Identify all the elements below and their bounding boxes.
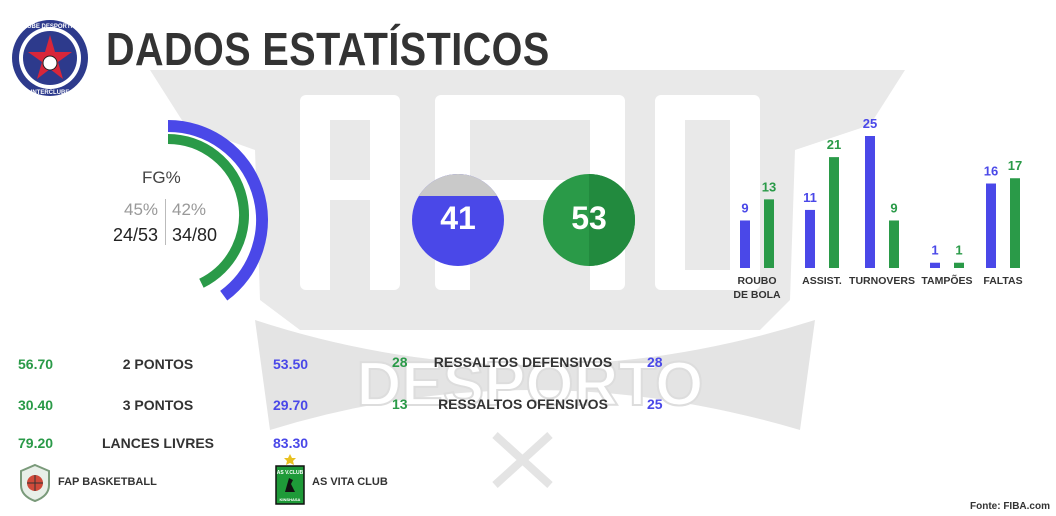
- fg-team-b-pct: 42%: [172, 200, 207, 219]
- team-a-name: FAP BASKETBALL: [58, 476, 157, 488]
- shooting-team-b-value: 53.50: [273, 356, 309, 372]
- team-a-circle-value: 53: [571, 200, 607, 236]
- shooting-team-a-value: 79.20: [18, 435, 54, 451]
- rebound-team-b-value: 28: [647, 354, 663, 370]
- fg-team-b-made: 34/80: [172, 225, 218, 245]
- category-label: ASSIST.: [802, 275, 842, 287]
- svg-text:DESPORTO: DESPORTO: [357, 350, 704, 419]
- shooting-row-label: 2 PONTOS: [122, 356, 194, 372]
- shooting-row-label: 3 PONTOS: [122, 397, 194, 413]
- vita-logo-text-bottom: KINSHASA: [280, 497, 301, 502]
- fg-team-a-made: 24/53: [112, 225, 158, 245]
- category-label: ROUBO: [737, 275, 776, 287]
- bar: [740, 220, 750, 268]
- rebound-row-label: RESSALTOS DEFENSIVOS: [433, 354, 613, 370]
- bar: [986, 183, 996, 268]
- fg-label: FG%: [142, 168, 181, 187]
- bar-value-label: 21: [827, 137, 841, 152]
- bar-value-label: 1: [955, 243, 962, 258]
- bar: [930, 262, 940, 268]
- rebound-team-a-value: 28: [392, 354, 408, 370]
- club-logo-text-top: CLUBE DESPORTIVO: [19, 24, 81, 30]
- bar-value-label: 9: [741, 200, 748, 215]
- fg-divider: [165, 199, 166, 245]
- bar: [865, 136, 875, 268]
- bar-value-label: 17: [1008, 158, 1022, 173]
- shooting-team-b-value: 29.70: [273, 397, 309, 413]
- bar-value-label: 1: [931, 243, 938, 258]
- fg-team-a-pct: 45%: [124, 200, 159, 219]
- shooting-team-a-value: 30.40: [18, 397, 54, 413]
- bar-chart: 9 13 ROUBO DE BOLA 11 21 ASSIST. 25 9 TURNOVERS 1 1…: [720, 110, 1050, 310]
- category-label: TAMPÕES: [921, 274, 972, 287]
- team-a-circle: 53: [543, 174, 635, 266]
- fg-arc-team-b: [167, 120, 268, 301]
- bar: [829, 157, 839, 268]
- bar: [889, 220, 899, 268]
- fg-arc-team-a: [167, 134, 249, 288]
- rebound-team-b-value: 25: [647, 396, 663, 412]
- bar: [764, 199, 774, 268]
- bar: [1010, 178, 1020, 268]
- as-vita-club-logo-icon: AS V.CLUB KINSHASA: [275, 454, 305, 505]
- shooting-team-b-value: 83.30: [273, 435, 309, 451]
- rebound-team-a-value: 13: [392, 396, 408, 412]
- bar: [954, 262, 964, 268]
- bar-value-label: 25: [863, 116, 877, 131]
- club-logo-text-bottom: INTERCLUBE: [31, 90, 70, 96]
- bar-value-label: 13: [762, 179, 776, 194]
- bar-value-label: 11: [803, 190, 817, 205]
- team-b-circle: 41: [412, 174, 504, 266]
- page-title: DADOS ESTATÍSTICOS: [106, 23, 550, 75]
- category-label: DE BOLA: [733, 289, 781, 301]
- category-label: FALTAS: [983, 275, 1022, 287]
- rebound-row-label: RESSALTOS OFENSIVOS: [438, 396, 608, 412]
- team-b-circle-value: 41: [440, 200, 476, 236]
- shooting-team-a-value: 56.70: [18, 356, 54, 372]
- vita-logo-text-top: AS V.CLUB: [277, 470, 304, 476]
- team-b-name: AS VITA CLUB: [312, 476, 388, 488]
- bar-value-label: 9: [890, 200, 897, 215]
- interclube-crest-icon: CLUBE DESPORTIVO INTERCLUBE: [12, 20, 88, 96]
- fap-basketball-logo-icon: [20, 463, 50, 503]
- category-label: TURNOVERS: [849, 275, 915, 287]
- bar-value-label: 16: [984, 164, 998, 179]
- shooting-row-label: LANCES LIVRES: [101, 435, 214, 451]
- source-credit: Fonte: FIBA.com: [970, 501, 1050, 512]
- fg-arcs: [167, 120, 268, 301]
- bar: [805, 209, 815, 268]
